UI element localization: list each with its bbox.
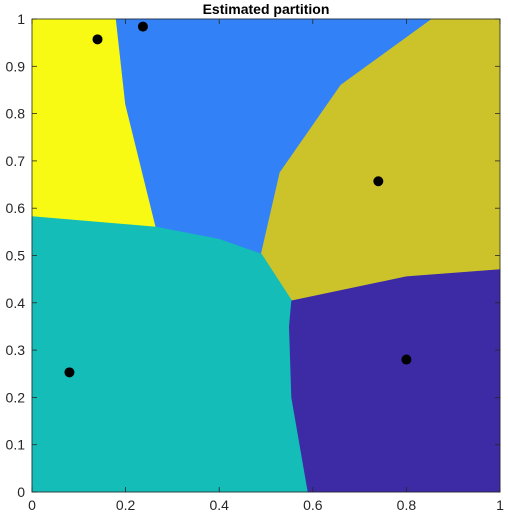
tick-labels: 0 0.2 0.4 0.6 0.8 1 0 0.1 0.2 0.3 0.4 0.5 0.6 0.7 0.8 0… <box>6 11 505 513</box>
y-tick-label: 0.5 <box>6 248 26 264</box>
x-tick-label: 1 <box>496 497 504 513</box>
partition-regions <box>31 18 501 493</box>
y-tick-label: 0.4 <box>6 295 26 311</box>
x-tick-label: 0.6 <box>303 497 323 513</box>
center-point-2 <box>137 21 148 32</box>
center-point-3 <box>373 176 384 187</box>
axes <box>31 18 501 493</box>
x-tick-label: 0.4 <box>209 497 229 513</box>
center-point-4 <box>64 367 75 378</box>
y-tick-label: 0.7 <box>6 153 26 169</box>
y-tick-label: 0.3 <box>6 342 26 358</box>
x-tick-label: 0.8 <box>397 497 417 513</box>
x-tick-label: 0.2 <box>116 497 136 513</box>
y-tick-label: 0.8 <box>6 106 26 122</box>
x-tick-label: 0 <box>28 497 36 513</box>
partition-region-5 <box>288 269 501 493</box>
center-point-1 <box>92 34 103 45</box>
y-tick-label: 0.1 <box>6 437 26 453</box>
y-tick-label: 0 <box>17 484 25 500</box>
y-tick-label: 1 <box>17 11 25 27</box>
y-tick-label: 0.9 <box>6 58 26 74</box>
center-points <box>64 21 412 378</box>
chart-title: Estimated partition <box>203 1 330 17</box>
center-point-5 <box>401 354 412 365</box>
y-tick-label: 0.6 <box>6 200 26 216</box>
y-tick-label: 0.2 <box>6 389 26 405</box>
